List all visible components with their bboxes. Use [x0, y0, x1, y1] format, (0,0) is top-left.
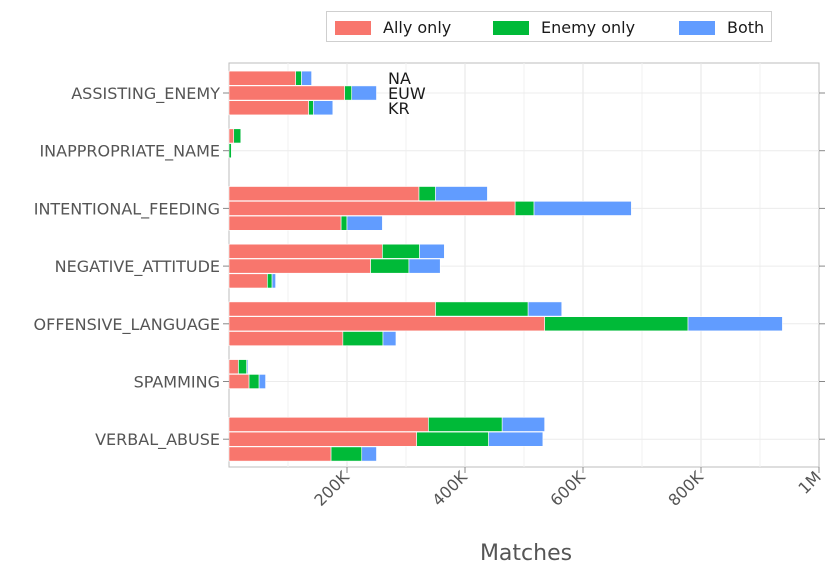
bar-offensive-language-na-enemy-only: [435, 301, 529, 317]
category-labels: ASSISTING_ENEMY INAPPROPRIATE_NAME INTENTI…: [34, 84, 825, 450]
bar-intentional-feeding-na-both: [435, 186, 488, 201]
bar-verbal-abuse-euw-both: [488, 431, 544, 447]
bar-negative-attitude-euw-both: [408, 258, 441, 274]
bar-spamming-euw-enemy-only: [248, 374, 260, 389]
category-label: VERBAL_ABUSE: [95, 430, 220, 450]
x-tick-label: 400K: [428, 467, 471, 510]
bar-assisting-enemy-kr-both: [313, 100, 334, 116]
bar-offensive-language-euw-enemy-only: [544, 316, 689, 332]
region-annotation-euw: EUW: [388, 84, 426, 103]
bar-spamming-na-both: [246, 359, 249, 375]
bar-assisting-enemy-kr-enemy-only: [308, 100, 314, 116]
bar-verbal-abuse-na-enemy-only: [428, 416, 503, 432]
bar-negative-attitude-kr-enemy-only: [267, 273, 273, 289]
bar-intentional-feeding-kr-both: [346, 215, 383, 231]
category-label: NEGATIVE_ATTITUDE: [55, 257, 220, 277]
bar-offensive-language-kr-both: [382, 331, 397, 346]
x-axis-ticks: 200K 400K 600K 800K 1M: [310, 467, 825, 510]
bar-verbal-abuse-euw-enemy-only: [416, 431, 489, 447]
bar-assisting-enemy-na-both: [301, 70, 312, 86]
bar-spamming-na-enemy-only: [238, 359, 248, 375]
bar-assisting-enemy-na-ally-only: [228, 70, 296, 86]
bar-intentional-feeding-na-ally-only: [228, 186, 420, 201]
x-tick-label: 600K: [546, 467, 589, 510]
bar-offensive-language-kr-enemy-only: [342, 331, 384, 346]
bar-assisting-enemy-kr-ally-only: [228, 100, 309, 116]
legend-item-ally: Ally only: [335, 18, 451, 37]
bar-negative-attitude-kr-both: [271, 273, 276, 289]
bar-verbal-abuse-na-ally-only: [228, 416, 429, 432]
category-label: INAPPROPRIATE_NAME: [39, 142, 220, 162]
legend-label-both: Both: [727, 18, 765, 37]
bar-offensive-language-euw-ally-only: [228, 316, 545, 332]
bar-spamming-euw-ally-only: [228, 374, 250, 389]
category-label: OFFENSIVE_LANGUAGE: [34, 315, 220, 335]
bar-negative-attitude-na-ally-only: [228, 243, 383, 259]
category-label: SPAMMING: [134, 373, 220, 392]
bar-verbal-abuse-kr-enemy-only: [330, 446, 363, 462]
x-tick-label: 800K: [664, 467, 707, 510]
bar-negative-attitude-kr-ally-only: [228, 273, 268, 289]
region-annotation-kr: KR: [388, 99, 410, 118]
bar-verbal-abuse-kr-both: [361, 446, 377, 462]
legend-swatch-both: [679, 20, 715, 35]
bar-intentional-feeding-kr-enemy-only: [340, 215, 348, 231]
bar-offensive-language-na-ally-only: [228, 301, 436, 317]
bar-intentional-feeding-na-enemy-only: [418, 186, 436, 201]
bar-offensive-language-kr-ally-only: [228, 331, 344, 346]
bar-verbal-abuse-kr-ally-only: [228, 446, 332, 462]
category-label: INTENTIONAL_FEEDING: [34, 199, 220, 219]
bar-intentional-feeding-euw-ally-only: [228, 201, 516, 216]
bar-verbal-abuse-euw-ally-only: [228, 431, 417, 447]
legend-swatch-ally: [335, 20, 371, 35]
legend-item-both: Both: [679, 18, 764, 37]
bar-negative-attitude-na-enemy-only: [382, 243, 420, 259]
bar-intentional-feeding-euw-enemy-only: [514, 201, 535, 216]
bar-assisting-enemy-euw-both: [351, 85, 377, 101]
x-tick-label: 1M: [794, 467, 824, 497]
category-label: ASSISTING_ENEMY: [71, 84, 220, 104]
legend: Ally only Enemy only Both: [326, 11, 772, 42]
legend-swatch-enemy: [493, 20, 529, 35]
region-annotation-na: NA: [388, 69, 411, 88]
legend-item-enemy: Enemy only: [493, 18, 635, 37]
bars: [228, 70, 783, 462]
bar-spamming-na-ally-only: [228, 359, 239, 375]
bar-offensive-language-euw-both: [687, 316, 783, 332]
bar-offensive-language-na-both: [527, 301, 563, 317]
bar-inappropriate-name-na-enemy-only: [233, 128, 242, 144]
x-tick-label: 200K: [310, 467, 353, 510]
x-axis-title: Matches: [480, 541, 572, 566]
bar-negative-attitude-euw-enemy-only: [370, 258, 410, 274]
bar-inappropriate-name-na-ally-only: [228, 128, 235, 144]
bar-spamming-euw-both: [258, 374, 266, 389]
legend-label-ally: Ally only: [383, 18, 452, 37]
bar-negative-attitude-na-both: [419, 243, 445, 259]
bar-negative-attitude-euw-ally-only: [228, 258, 371, 274]
bar-assisting-enemy-euw-ally-only: [228, 85, 345, 101]
bar-intentional-feeding-kr-ally-only: [228, 215, 342, 231]
bar-intentional-feeding-euw-both: [533, 201, 632, 216]
legend-label-enemy: Enemy only: [541, 18, 636, 37]
bar-inappropriate-name-euw-enemy-only: [228, 143, 232, 159]
bar-assisting-enemy-na-enemy-only: [295, 70, 302, 86]
bar-assisting-enemy-euw-enemy-only: [344, 85, 353, 101]
bar-verbal-abuse-na-both: [501, 416, 545, 432]
